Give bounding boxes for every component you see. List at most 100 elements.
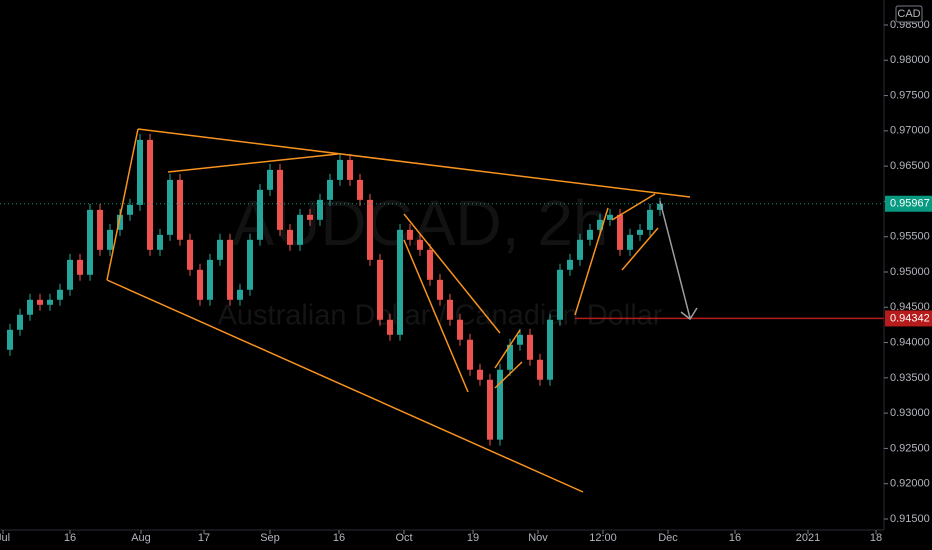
- y-tick-label: 0.96500: [890, 160, 930, 172]
- candle: [377, 259, 383, 320]
- last-price-badge: [885, 195, 932, 212]
- x-tick-label: Jul: [0, 532, 10, 544]
- candle: [397, 229, 403, 335]
- y-tick-label: 0.97500: [890, 89, 930, 101]
- candle: [417, 239, 423, 250]
- x-tick-label: 12:00: [589, 532, 617, 544]
- target-label: 0.94342: [890, 312, 930, 324]
- candle: [637, 229, 643, 235]
- candle: [187, 239, 193, 270]
- candle: [347, 159, 353, 180]
- trend-line: [621, 227, 659, 271]
- trend-line: [574, 207, 609, 316]
- candle: [257, 189, 263, 240]
- x-tick-label: 2021: [796, 532, 820, 544]
- candle: [477, 369, 483, 380]
- candle: [407, 229, 413, 240]
- candle: [107, 229, 113, 250]
- x-tick-label: Dec: [658, 532, 678, 544]
- candle: [607, 214, 613, 220]
- candle: [457, 319, 463, 340]
- candle: [167, 179, 173, 235]
- trend-line: [403, 239, 469, 393]
- candle: [157, 234, 163, 250]
- trend-line: [494, 361, 523, 389]
- candle: [127, 204, 133, 215]
- y-tick-label: 0.94500: [890, 301, 930, 313]
- trend-line: [106, 279, 584, 493]
- y-tick-label: 0.94000: [890, 336, 930, 348]
- candle: [647, 209, 653, 230]
- candle: [327, 179, 333, 200]
- candle: [57, 289, 63, 300]
- candle: [247, 239, 253, 290]
- currency-badge: [895, 5, 923, 23]
- x-tick-label: 16: [333, 532, 345, 544]
- y-tick-label: 0.91500: [890, 513, 930, 525]
- x-tick-label: Aug: [131, 532, 151, 544]
- candle: [287, 229, 293, 245]
- y-tick-label: 0.95000: [890, 266, 930, 278]
- trend-line: [575, 315, 690, 316]
- candle: [237, 289, 243, 300]
- candle: [627, 234, 633, 250]
- candle: [587, 229, 593, 240]
- y-tick-label: 0.92500: [890, 442, 930, 454]
- candle: [487, 379, 493, 440]
- candle: [297, 214, 303, 245]
- drawings: [106, 128, 698, 493]
- trend-line: [167, 153, 339, 173]
- arrow-head: [680, 307, 698, 321]
- axis-layer: 0.91500 0.92000 0.92500 0.93000 0.93500 0.940…: [0, 19, 932, 544]
- candle: [7, 329, 13, 350]
- trend-line: [106, 128, 139, 281]
- candle: [217, 239, 223, 260]
- candle: [357, 179, 363, 200]
- candle: [547, 319, 553, 380]
- x-tick-label: 17: [198, 532, 210, 544]
- candle: [267, 169, 273, 190]
- candle: [207, 259, 213, 300]
- x-tick-label: Sep: [260, 532, 280, 544]
- forecast-arrow: [659, 200, 691, 319]
- y-tick-label: 0.98000: [890, 54, 930, 66]
- candles: [0, 133, 884, 446]
- candle: [137, 139, 143, 205]
- candle: [507, 344, 513, 370]
- candle: [227, 239, 233, 300]
- last-price-label: 0.95967: [890, 198, 930, 210]
- candle: [577, 239, 583, 260]
- candle: [147, 139, 153, 250]
- x-tick-label: 16: [64, 532, 76, 544]
- x-tick-label: 16: [729, 532, 741, 544]
- candle: [307, 214, 313, 220]
- trend-line: [494, 329, 521, 369]
- candle: [447, 299, 453, 320]
- candle: [517, 334, 523, 345]
- y-tick-label: 0.95500: [890, 231, 930, 243]
- candle: [67, 259, 73, 290]
- x-tick-label: 18: [870, 532, 882, 544]
- candle: [77, 259, 83, 275]
- candle: [557, 269, 563, 320]
- candle: [87, 209, 93, 275]
- candle: [17, 314, 23, 330]
- candle: [567, 259, 573, 270]
- candle: [27, 299, 33, 315]
- y-tick-label: 0.93500: [890, 372, 930, 384]
- candle: [617, 214, 623, 250]
- candle: [537, 359, 543, 380]
- candle: [387, 319, 393, 335]
- x-tick-label: Nov: [528, 532, 548, 544]
- x-tick-label: Oct: [395, 532, 412, 544]
- candle: [527, 334, 533, 360]
- candle: [657, 203, 663, 210]
- y-tick-label: 0.92000: [890, 478, 930, 490]
- candle: [117, 214, 123, 230]
- candle: [317, 199, 323, 220]
- candle: [197, 269, 203, 300]
- trend-line: [611, 193, 656, 221]
- candle: [597, 219, 603, 230]
